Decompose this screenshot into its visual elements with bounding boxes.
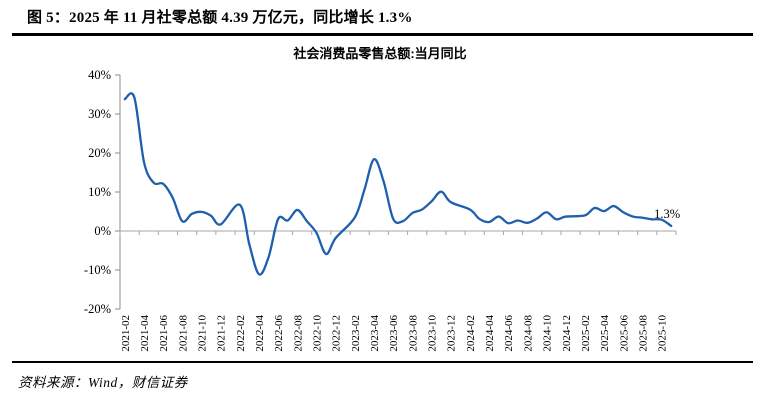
x-axis-tick-label: 2023-08: [407, 315, 419, 352]
x-axis-tick-label: 2025-06: [618, 315, 630, 352]
title-divider-rule: [12, 33, 753, 36]
y-axis-tick-label: -20%: [84, 302, 111, 316]
y-axis-tick-label: 30%: [88, 107, 111, 121]
x-axis-tick-label: 2021-02: [120, 315, 132, 352]
line-chart: 40% 30% 20% 10% 0% -10% -20% 2021-02 2021-04 2021…: [84, 68, 680, 352]
x-axis-tick-label: 2021-06: [158, 315, 170, 352]
y-axis-tick-label: -10%: [84, 263, 111, 277]
x-axis-tick-label: 2024-06: [503, 315, 515, 352]
x-axis-tick-label: 2023-04: [369, 315, 381, 352]
series-line: [123, 92, 673, 276]
x-axis-tick-label: 2024-08: [522, 315, 534, 352]
x-axis-tick-label: 2021-04: [139, 315, 151, 352]
x-axis-tick-label: 2021-12: [216, 315, 228, 352]
y-axis-tick-label: 20%: [88, 146, 111, 160]
y-axis-tick-label: 10%: [88, 185, 111, 199]
x-axis-tick-label: 2025-10: [657, 315, 669, 352]
footer-divider-rule: [12, 361, 753, 363]
x-axis-tick-label: 2022-02: [235, 315, 247, 352]
y-axis-tick-label: 0%: [94, 224, 111, 238]
source-text: 资料来源：Wind，财信证券: [18, 375, 188, 390]
x-axis-tick-label: 2024-02: [465, 315, 477, 352]
x-axis-tick-label: 2022-06: [273, 315, 285, 352]
x-axis-tick-label: 2023-06: [388, 315, 400, 352]
x-axis-tick-label: 2024-10: [542, 315, 554, 352]
x-axis-tick-label: 2024-12: [561, 315, 573, 352]
last-value-annotation: 1.3%: [654, 207, 680, 221]
x-axis-tick-label: 2023-12: [446, 315, 458, 352]
y-axis-tick-label: 40%: [88, 68, 111, 82]
figure-title: 图 5：2025 年 11 月社零总额 4.39 万亿元，同比增长 1.3%: [27, 10, 413, 26]
x-axis-tick-label: 2022-10: [312, 315, 324, 352]
x-axis-tick-label: 2024-04: [484, 315, 496, 352]
x-axis-tick-label: 2022-04: [254, 315, 266, 352]
x-axis-tick-label: 2025-04: [599, 315, 611, 352]
x-axis-tick-label: 2021-08: [177, 315, 189, 352]
x-axis-tick-label: 2022-12: [331, 315, 343, 352]
x-axis-tick-label: 2023-10: [427, 315, 439, 352]
x-axis-tick-label: 2023-02: [350, 315, 362, 352]
x-axis-tick-label: 2021-10: [196, 315, 208, 352]
x-axis-tick-label: 2022-08: [292, 315, 304, 352]
chart-title: 社会消费品零售总额:当月同比: [293, 46, 467, 61]
x-axis-tick-label: 2025-08: [637, 315, 649, 352]
x-axis-tick-label: 2025-02: [580, 315, 592, 352]
